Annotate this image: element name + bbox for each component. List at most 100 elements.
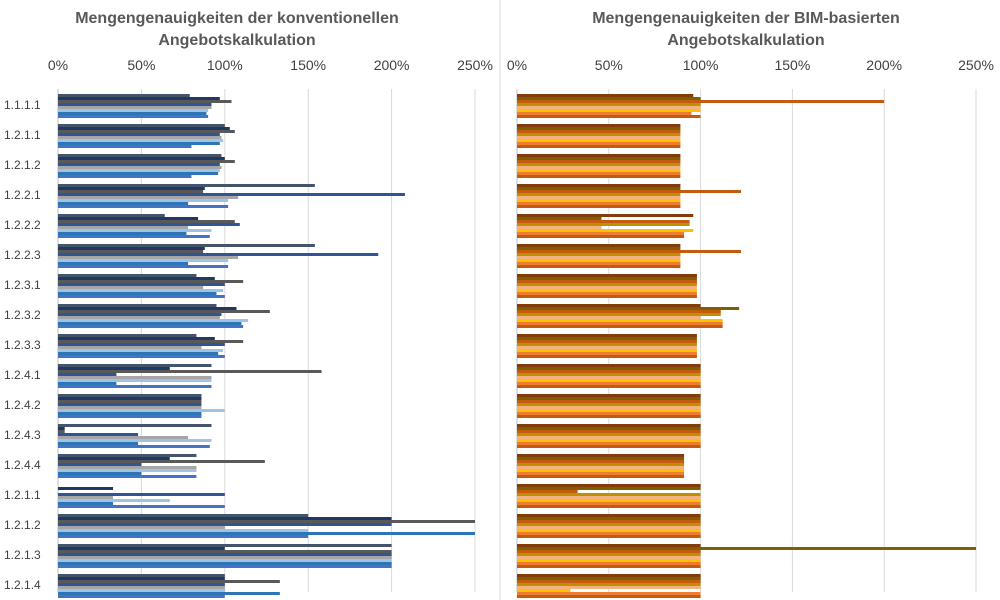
bar [58,400,202,403]
bar [517,217,602,220]
x-tick-label: 50% [595,57,623,73]
bar [58,223,240,226]
chart-title-line-1: Mengengenauigkeiten der BIM-basierten [592,10,900,27]
bar [58,304,217,307]
category-label: 1.2.1.2 [4,158,41,172]
x-tick-label: 100% [207,57,243,73]
bar [58,589,225,592]
bar [517,403,701,406]
x-tick-label: 250% [457,57,493,73]
bar [58,562,392,565]
bar [58,136,222,139]
bar [517,334,697,337]
bar [58,133,220,136]
bar [517,202,681,205]
bar [517,415,701,418]
category-label: 1.2.3.2 [4,308,41,322]
bar [517,226,602,229]
bar [517,460,685,463]
bar [58,325,244,328]
bar [517,442,701,445]
bar [517,253,681,256]
bar [517,160,681,163]
bar [58,154,222,157]
bar [58,385,212,388]
bar [58,190,204,193]
bar [517,364,701,367]
bar [517,316,701,319]
bar [58,487,114,490]
bar [58,175,192,178]
bar [58,106,212,109]
bar [58,166,222,169]
bar [517,286,697,289]
x-tick-label: 100% [683,57,719,73]
category-label: 1.2.1.1 [4,488,41,502]
bar [58,379,212,382]
bar [58,475,197,478]
bar [517,313,721,316]
bar [517,400,701,403]
bar [517,223,690,226]
bar [517,523,701,526]
bar [58,235,210,238]
bar [517,307,740,310]
category-label: 1.2.1.3 [4,548,41,562]
bar [517,535,701,538]
bar [58,544,392,547]
bar [517,259,681,262]
bar [58,523,392,526]
bar [58,142,220,145]
bar [517,463,685,466]
bar [517,514,701,517]
bar [517,574,701,577]
bar [58,112,207,115]
bar [58,253,379,256]
bar [58,310,270,313]
bar [517,352,697,355]
bar [517,166,681,169]
bar [58,547,225,550]
bar [517,283,697,286]
bar [58,592,280,595]
bar [58,295,225,298]
bar [517,559,701,562]
bar [58,505,225,508]
bar [517,277,697,280]
bar [517,250,741,253]
bar [58,352,219,355]
bar [517,406,701,409]
bar [517,484,701,487]
bar [517,385,701,388]
bar [58,145,192,148]
category-label: 1.2.4.4 [4,458,41,472]
bar [517,397,701,400]
bar [517,310,721,313]
category-label: 1.2.2.3 [4,248,41,262]
x-tick-label: 50% [127,57,155,73]
bar [58,397,202,400]
bar [58,163,220,166]
bar [58,259,229,262]
bar [58,424,212,427]
bar [517,487,701,490]
bar [517,130,681,133]
bar [517,436,701,439]
bar [58,370,322,373]
bar [58,202,189,205]
bar [517,295,697,298]
bar [517,430,701,433]
bar [58,439,212,442]
bar [58,433,139,436]
bar [58,103,212,106]
category-label: 1.2.2.1 [4,188,41,202]
bar [58,277,215,280]
bar [517,469,685,472]
bar [517,319,723,322]
bar [517,142,681,145]
conventional-chart-panel: Mengengenauigkeiten der konventionellen A… [4,10,493,598]
bar [517,493,701,496]
bar [517,172,681,175]
bar [517,109,701,112]
